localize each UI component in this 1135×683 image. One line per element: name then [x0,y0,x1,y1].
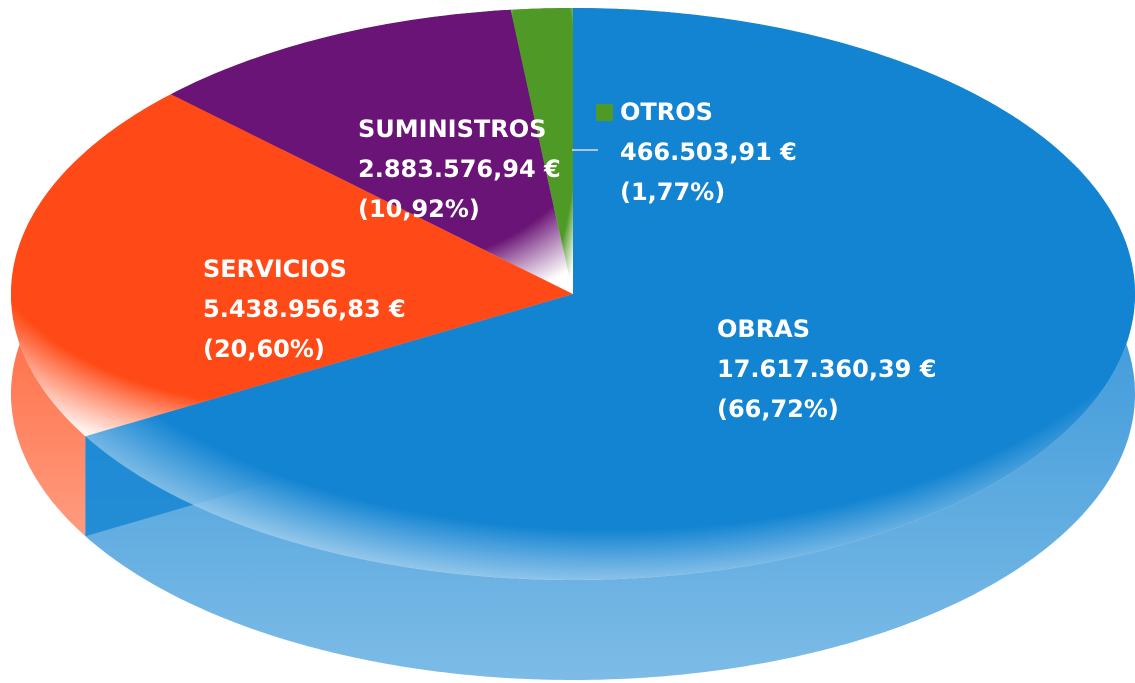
legend-swatch [179,261,196,278]
legend-swatch [334,121,351,138]
value-label: 17.617.360,39 € [717,355,936,383]
percentage-label: (10,92%) [358,195,480,223]
slice [171,9,573,295]
value-label: 466.503,91 € [620,138,797,166]
slice [11,94,573,437]
slice-label: OBRAS [717,315,810,343]
legend-swatch [693,321,710,338]
slice-label: OTROS [620,98,713,126]
legend-swatch [596,104,613,121]
slice-label: SUMINISTROS [358,115,546,143]
value-label: 2.883.576,94 € [358,155,561,183]
percentage-label: (20,60%) [203,335,325,363]
percentage-label: (66,72%) [717,395,839,423]
value-label: 5.438.956,83 € [203,295,406,323]
slice-label: SERVICIOS [203,255,347,283]
slice [85,8,1135,580]
slice [510,8,573,294]
percentage-label: (1,77%) [620,178,725,206]
